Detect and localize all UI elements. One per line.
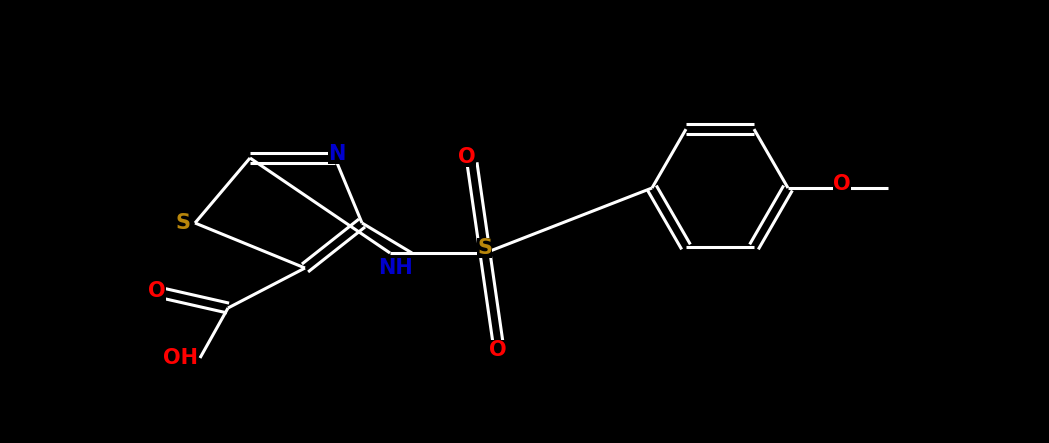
Text: N: N (328, 144, 346, 164)
Text: O: O (458, 147, 476, 167)
Text: S: S (175, 213, 191, 233)
Text: S: S (477, 238, 492, 258)
Text: OH: OH (163, 348, 197, 368)
Text: O: O (833, 174, 851, 194)
Text: O: O (148, 281, 166, 301)
Text: NH: NH (378, 258, 412, 278)
Text: O: O (489, 340, 507, 360)
